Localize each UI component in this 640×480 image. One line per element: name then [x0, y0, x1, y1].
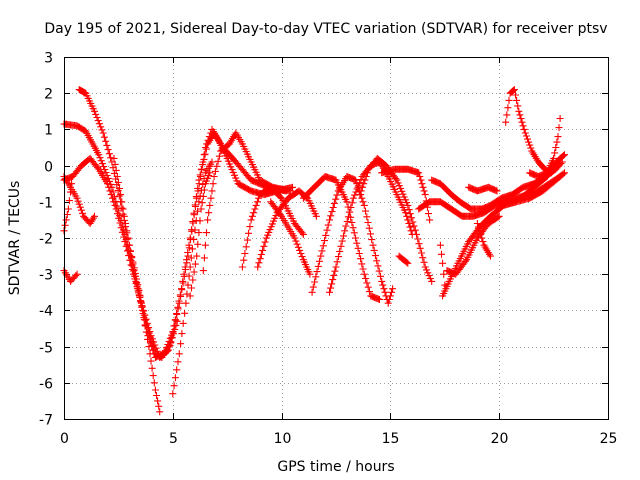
- y-axis-label: SDTVAR / TECUs: [7, 181, 23, 296]
- y-tick-label: 3: [44, 51, 53, 67]
- data-point-markers: [443, 212, 503, 278]
- x-axis-label: GPS time / hours: [277, 459, 394, 475]
- series-arc-18: [378, 165, 434, 224]
- data-point-markers: [267, 198, 314, 278]
- y-tick-label: -2: [39, 232, 53, 248]
- y-tick-label: -1: [39, 196, 53, 212]
- data-point-markers: [526, 115, 564, 180]
- series-arc-10: [186, 169, 214, 300]
- series-arc-28: [526, 115, 564, 180]
- series-arc-15: [299, 173, 383, 303]
- series-arc-8: [169, 158, 216, 398]
- data-point-markers: [356, 154, 436, 285]
- data-point-markers: [473, 220, 494, 260]
- series-arc-19: [395, 252, 412, 267]
- series-arc-13: [267, 198, 314, 278]
- data-point-markers: [395, 252, 412, 267]
- series-arc-22: [439, 169, 568, 300]
- series-arc-24: [436, 241, 449, 289]
- y-tick-label: -6: [39, 377, 53, 393]
- series-arc-7: [110, 154, 164, 416]
- data-point-markers: [169, 158, 216, 398]
- data-point-markers: [517, 151, 568, 202]
- series-arc-23: [443, 212, 503, 278]
- data-point-markers: [186, 169, 214, 300]
- data-point-markers: [238, 183, 307, 271]
- plot-frame: [64, 57, 609, 420]
- series-arc-17: [356, 154, 436, 285]
- chart-title: Day 195 of 2021, Sidereal Day-to-day VTE…: [44, 21, 607, 37]
- x-tick-label: 20: [491, 431, 509, 447]
- data-point-markers: [378, 165, 434, 224]
- series-arc-29: [517, 151, 568, 202]
- data-point-markers: [299, 173, 383, 303]
- x-tick-label: 0: [60, 431, 69, 447]
- x-tick-label: 5: [169, 431, 178, 447]
- y-tick-label: 0: [44, 160, 53, 176]
- data-point-markers: [110, 154, 164, 416]
- x-tick-label: 10: [274, 431, 292, 447]
- series-arc-11: [238, 183, 307, 271]
- y-tick-label: -4: [39, 304, 53, 320]
- x-tick-label: 15: [382, 431, 400, 447]
- y-tick-label: 1: [44, 123, 53, 139]
- data-point-markers: [465, 183, 501, 195]
- data-point-markers: [439, 169, 568, 300]
- y-tick-label: -7: [39, 413, 53, 429]
- y-tick-label: -3: [39, 268, 53, 284]
- series-arc-26: [465, 183, 501, 195]
- x-tick-label: 25: [600, 431, 618, 447]
- series-arc-25: [473, 220, 494, 260]
- data-point-markers: [436, 241, 449, 289]
- y-tick-label: 2: [44, 87, 53, 103]
- y-tick-label: -5: [39, 341, 53, 357]
- axis-ticks: 0 5 10 15 20 25 -7 -6 -5 -4 -3 -2 -1 0 1 2 3: [39, 51, 617, 448]
